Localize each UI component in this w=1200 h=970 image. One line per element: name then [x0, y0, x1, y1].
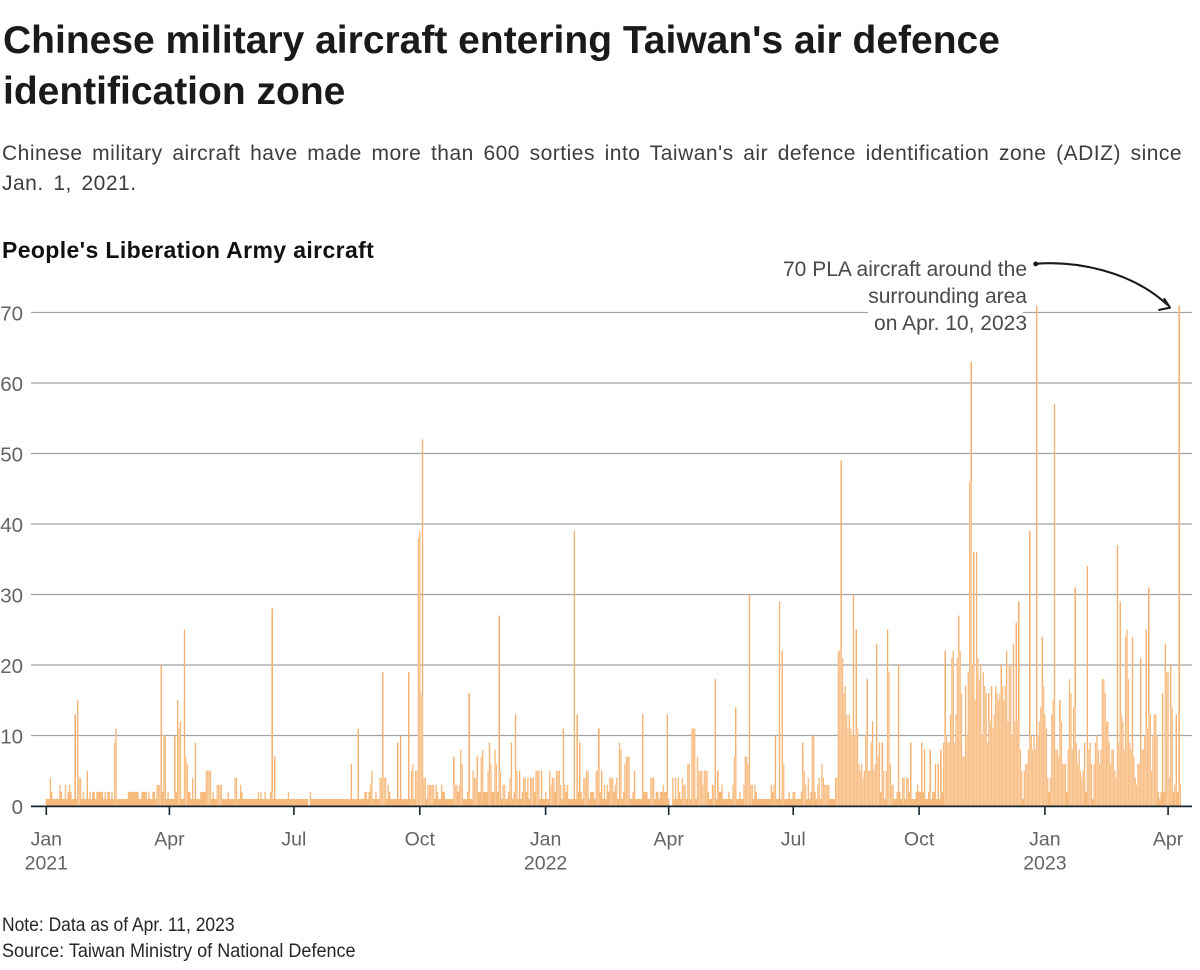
svg-text:2022: 2022 [524, 853, 567, 875]
svg-text:Jul: Jul [281, 829, 306, 851]
svg-text:30: 30 [0, 585, 23, 608]
svg-text:on Apr. 10, 2023: on Apr. 10, 2023 [874, 312, 1027, 335]
svg-text:60: 60 [0, 373, 23, 396]
svg-text:70 PLA aircraft around the: 70 PLA aircraft around the [783, 258, 1027, 281]
svg-text:Oct: Oct [904, 829, 935, 851]
svg-text:50: 50 [0, 444, 23, 467]
svg-text:Jan: Jan [530, 829, 561, 851]
svg-text:Oct: Oct [405, 829, 436, 851]
svg-text:surrounding area: surrounding area [868, 285, 1027, 308]
svg-text:Jul: Jul [781, 829, 806, 851]
svg-text:Apr: Apr [154, 829, 185, 851]
svg-text:Apr: Apr [654, 829, 685, 851]
svg-text:40: 40 [0, 514, 23, 537]
svg-text:20: 20 [0, 655, 23, 678]
svg-text:0: 0 [12, 796, 23, 819]
svg-text:70: 70 [0, 303, 23, 326]
svg-text:Jan: Jan [31, 829, 62, 851]
svg-text:2021: 2021 [25, 853, 68, 875]
svg-text:Jan: Jan [1029, 829, 1060, 851]
svg-text:10: 10 [0, 726, 23, 749]
svg-text:Apr: Apr [1153, 829, 1184, 851]
svg-text:2023: 2023 [1023, 853, 1066, 875]
